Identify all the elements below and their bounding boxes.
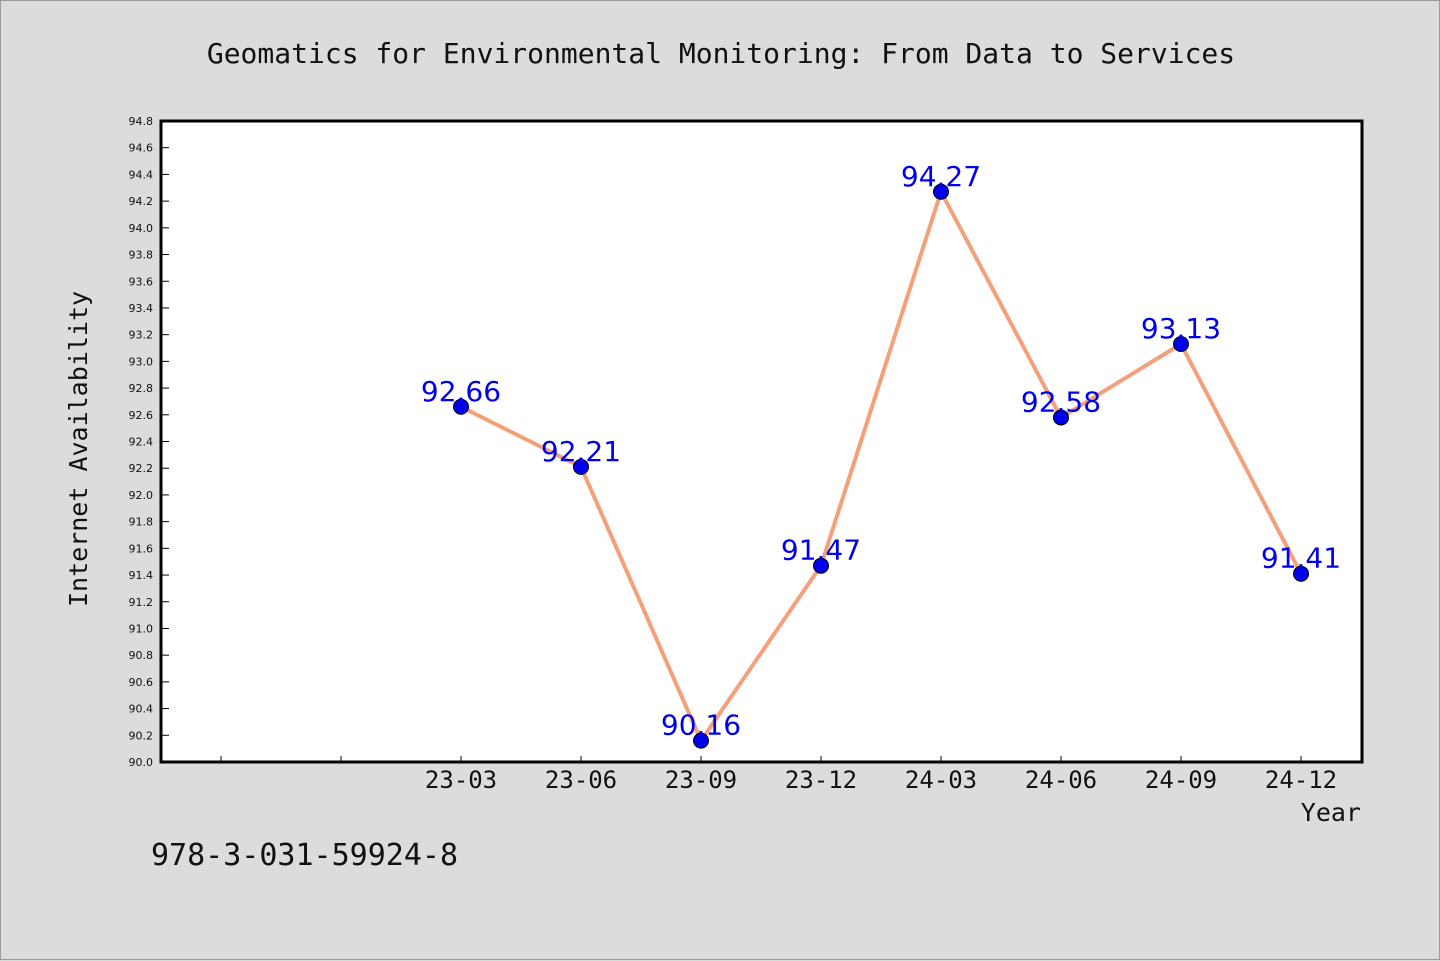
x-tick-label: 23-06 [545, 766, 617, 794]
data-label: 94.27 [901, 160, 981, 193]
y-axis-label: Internet Availability [64, 291, 93, 607]
plot-area [159, 119, 1364, 764]
y-tick-label: 92.2 [129, 462, 154, 475]
y-tick-label: 91.4 [129, 569, 154, 582]
data-label: 92.66 [421, 375, 501, 408]
data-label: 91.41 [1261, 542, 1341, 575]
x-tick-label: 23-03 [425, 766, 497, 794]
x-axis-ticks: 23-03 23-06 23-09 23-12 24-03 24-06 24-09 24-12 [220, 756, 1337, 794]
y-tick-label: 94.0 [129, 222, 154, 235]
x-tick-label: 24-06 [1025, 766, 1097, 794]
y-tick-label: 92.4 [129, 436, 154, 449]
x-tick-label: 23-12 [785, 766, 857, 794]
y-tick-label: 92.8 [129, 382, 154, 395]
x-axis-label: Year [1301, 798, 1361, 827]
y-tick-label: 90.4 [129, 703, 154, 716]
y-tick-label: 90.2 [129, 729, 154, 742]
series-points [453, 183, 1309, 749]
y-tick-label: 91.6 [129, 542, 154, 555]
data-point [1293, 565, 1309, 582]
x-tick-label: 23-09 [665, 766, 737, 794]
y-tick-label: 92.0 [129, 489, 154, 502]
y-tick-label: 94.4 [129, 168, 154, 181]
chart-title: Geomatics for Environmental Monitoring: … [207, 37, 1235, 70]
x-tick-label: 24-03 [905, 766, 977, 794]
y-axis-ticks: 90.0 90.2 90.4 90.6 90.8 91.0 91.2 91.4 91.6 91.8… [129, 115, 169, 769]
y-tick-label: 93.0 [129, 355, 154, 368]
y-tick-label: 91.2 [129, 596, 154, 609]
y-tick-label: 93.2 [129, 329, 154, 342]
data-point [1053, 409, 1069, 426]
data-point [453, 398, 469, 415]
series-line [460, 189, 1303, 743]
data-point [1173, 336, 1189, 353]
data-point [693, 732, 709, 749]
y-tick-label: 94.8 [129, 115, 154, 128]
data-label: 90.16 [661, 709, 741, 742]
y-tick-label: 93.8 [129, 249, 154, 262]
data-point [573, 458, 589, 475]
data-label: 92.58 [1021, 385, 1101, 418]
y-tick-label: 90.6 [129, 676, 154, 689]
data-point [813, 557, 829, 574]
y-tick-label: 94.6 [129, 142, 154, 155]
y-tick-label: 90.8 [129, 649, 154, 662]
y-tick-label: 93.6 [129, 275, 154, 288]
data-label: 91.47 [781, 534, 861, 567]
y-tick-label: 91.8 [129, 516, 154, 529]
data-point [933, 183, 949, 200]
x-tick-label: 24-12 [1265, 766, 1337, 794]
y-tick-label: 90.0 [129, 756, 154, 769]
y-tick-label: 94.2 [129, 195, 154, 208]
footnote: 978-3-031-59924-8 [151, 838, 458, 873]
data-labels: 92.66 92.21 90.16 91.47 94.27 92.58 93.13 91.41 [421, 160, 1341, 742]
y-tick-label: 93.4 [129, 302, 154, 315]
y-tick-label: 92.6 [129, 409, 154, 422]
data-label: 92.21 [541, 435, 621, 468]
y-tick-label: 91.0 [129, 622, 154, 635]
data-label: 93.13 [1141, 312, 1221, 345]
x-tick-label: 24-09 [1145, 766, 1217, 794]
